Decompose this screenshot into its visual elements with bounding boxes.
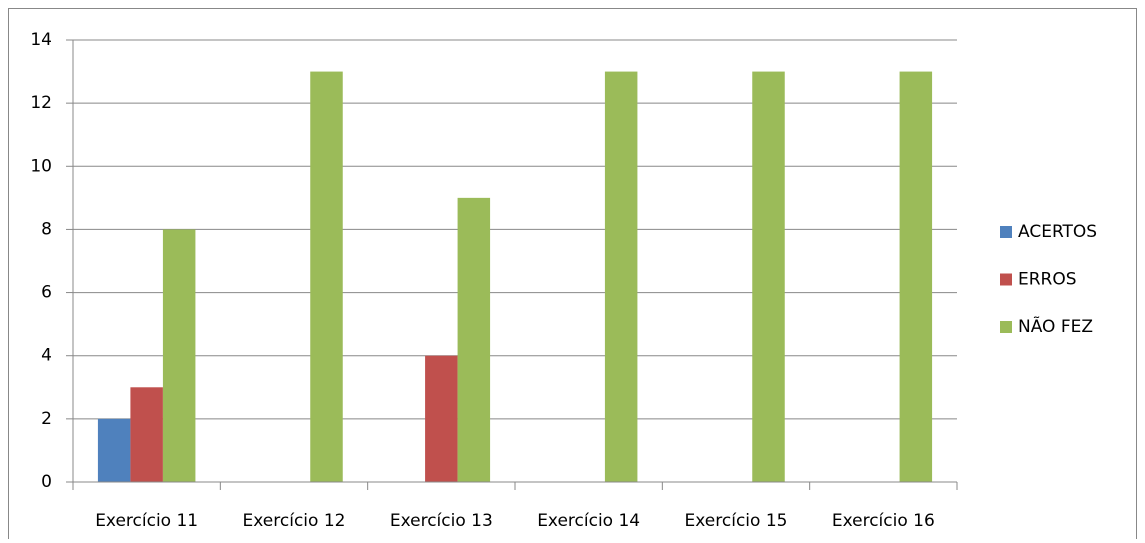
legend-swatch xyxy=(1000,226,1012,238)
bar xyxy=(604,71,638,483)
y-tick-label: 12 xyxy=(30,93,52,113)
x-tick-label: Exercício 13 xyxy=(390,511,493,531)
bar xyxy=(310,71,343,483)
bar xyxy=(162,229,196,482)
y-tick-label: 0 xyxy=(41,472,52,492)
y-tick-label: 8 xyxy=(41,219,52,239)
x-tick-label: Exercício 16 xyxy=(832,511,935,531)
legend-label: ERROS xyxy=(1018,270,1077,290)
bar xyxy=(752,71,785,483)
bar xyxy=(899,71,933,483)
y-tick-label: 10 xyxy=(30,156,52,176)
legend-label: NÃO FEZ xyxy=(1018,315,1093,337)
bar xyxy=(425,355,458,482)
chart-border xyxy=(8,8,1137,543)
bar xyxy=(457,197,491,482)
y-tick-label: 2 xyxy=(41,409,52,429)
x-tick-label: Exercício 14 xyxy=(537,511,640,531)
bar xyxy=(130,387,163,482)
legend-label: ACERTOS xyxy=(1018,222,1097,242)
legend-swatch xyxy=(1000,321,1012,333)
x-tick-label: Exercício 12 xyxy=(243,511,346,531)
y-tick-label: 4 xyxy=(41,346,52,366)
legend-swatch xyxy=(1000,273,1012,286)
x-tick-label: Exercício 11 xyxy=(95,511,198,531)
y-tick-label: 14 xyxy=(30,30,52,50)
x-tick-label: Exercício 15 xyxy=(685,511,788,531)
bar xyxy=(97,418,131,482)
y-tick-label: 6 xyxy=(41,283,52,303)
